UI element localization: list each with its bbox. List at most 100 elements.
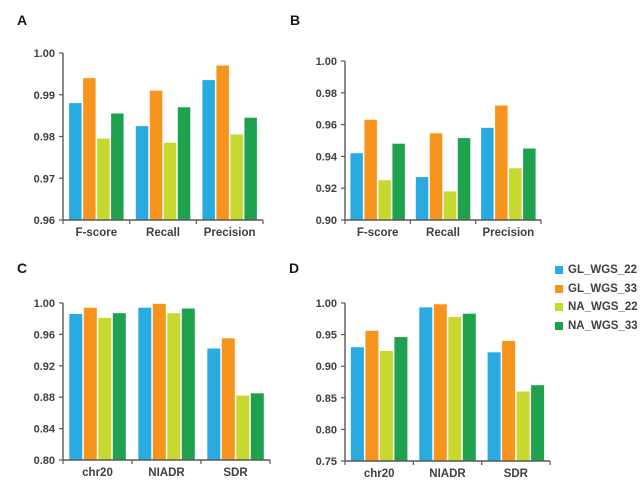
legend-item-na_wgs_22: NA_WGS_22 xyxy=(555,298,638,317)
bar-GL_WGS_33-SDR xyxy=(221,338,235,460)
bar-NA_WGS_22-chr20 xyxy=(98,317,112,460)
bar-GL_WGS_33-SDR xyxy=(502,340,516,461)
bar-GL_WGS_22-F-score xyxy=(350,153,363,220)
category-label: SDR xyxy=(504,468,529,480)
bar-GL_WGS_33-chr20 xyxy=(365,330,379,461)
bar-NA_WGS_33-NIADR xyxy=(181,308,195,460)
panel-label-a: A xyxy=(17,12,28,28)
bar-GL_WGS_33-F-score xyxy=(364,119,377,220)
category-label: Precision xyxy=(204,227,256,239)
y-tick-label: 0.94 xyxy=(316,151,338,163)
category-label: NIADR xyxy=(429,468,466,480)
category-label: Precision xyxy=(482,227,534,239)
category-label: NIADR xyxy=(148,467,185,479)
category-label: chr20 xyxy=(82,467,113,479)
bar-GL_WGS_22-NIADR xyxy=(138,307,152,460)
y-tick-label: 0.92 xyxy=(316,183,337,195)
y-tick-label: 0.92 xyxy=(34,361,55,373)
bar-NA_WGS_22-Recall xyxy=(443,191,457,220)
y-tick-label: 0.84 xyxy=(34,424,56,436)
y-tick-label: 0.99 xyxy=(34,90,55,102)
bar-NA_WGS_22-Precision xyxy=(230,134,243,220)
panel-label-b: B xyxy=(290,12,301,28)
chart-panel-b: 0.90 0.92 0.94 0.96 0.98 1.00 F-score Recall Pre… xyxy=(316,56,542,239)
legend-swatch-icon xyxy=(555,303,563,312)
y-tick-label: 0.85 xyxy=(316,393,337,405)
bar-GL_WGS_22-Precision xyxy=(481,127,494,220)
bar-NA_WGS_22-chr20 xyxy=(379,351,393,461)
category-label: SDR xyxy=(223,467,248,479)
y-tick-label: 0.98 xyxy=(34,132,55,144)
y-tick-label: 0.96 xyxy=(34,329,55,341)
bar-GL_WGS_22-NIADR xyxy=(419,307,433,461)
chart-panel-c: 0.80 0.84 0.88 0.92 0.96 1.00 chr20 NIADR SDR xyxy=(34,298,271,479)
bar-NA_WGS_33-SDR xyxy=(250,393,264,460)
bar-NA_WGS_33-Precision xyxy=(244,117,257,220)
chart-panel-a: 0.96 0.97 0.98 0.99 1.00 F-score Recall Precisi… xyxy=(34,48,264,239)
y-tick-label: 0.88 xyxy=(34,392,55,404)
y-tick-label: 0.95 xyxy=(316,330,337,342)
chart-legend: GL_WGS_22 GL_WGS_33 NA_WGS_22 NA_WGS_33 xyxy=(555,261,638,335)
bar-GL_WGS_33-NIADR xyxy=(152,303,166,460)
bar-NA_WGS_22-Precision xyxy=(509,168,522,220)
bar-NA_WGS_33-Recall xyxy=(457,138,471,220)
legend-swatch-icon xyxy=(555,284,563,293)
bar-GL_WGS_22-Recall xyxy=(135,126,149,220)
bar-GL_WGS_22-SDR xyxy=(207,348,221,460)
bar-GL_WGS_33-F-score xyxy=(83,78,96,220)
bar-NA_WGS_33-SDR xyxy=(531,385,545,461)
bar-NA_WGS_33-NIADR xyxy=(462,313,476,461)
category-label: F-score xyxy=(357,227,399,239)
y-tick-label: 1.00 xyxy=(34,48,55,60)
bar-GL_WGS_22-SDR xyxy=(487,352,501,461)
bar-NA_WGS_33-chr20 xyxy=(394,337,408,461)
chart-panel-d: 0.75 0.80 0.85 0.90 0.95 1.00 chr20 NIADR SDR xyxy=(316,298,551,480)
bar-NA_WGS_22-NIADR xyxy=(448,316,462,461)
y-tick-label: 0.96 xyxy=(316,120,337,132)
y-tick-label: 0.80 xyxy=(316,424,337,436)
bar-NA_WGS_33-F-score xyxy=(392,143,405,220)
legend-item-gl_wgs_22: GL_WGS_22 xyxy=(555,261,638,280)
legend-item-gl_wgs_33: GL_WGS_33 xyxy=(555,280,638,299)
legend-label: NA_WGS_33 xyxy=(568,319,638,332)
panel-label-d: D xyxy=(289,260,300,276)
category-label: chr20 xyxy=(364,468,395,480)
y-tick-label: 1.00 xyxy=(316,56,337,68)
bar-NA_WGS_22-Recall xyxy=(163,142,177,220)
y-tick-label: 0.90 xyxy=(316,361,337,373)
legend-label: GL_WGS_22 xyxy=(568,264,638,277)
bar-NA_WGS_22-SDR xyxy=(236,395,250,460)
bar-NA_WGS_22-NIADR xyxy=(167,313,181,460)
category-label: F-score xyxy=(76,227,118,239)
y-tick-label: 0.96 xyxy=(34,215,55,227)
bar-GL_WGS_22-F-score xyxy=(69,103,82,220)
bar-GL_WGS_33-Precision xyxy=(495,105,508,220)
y-tick-label: 0.98 xyxy=(316,88,337,100)
bar-NA_WGS_22-F-score xyxy=(97,138,110,220)
bar-NA_WGS_33-Precision xyxy=(523,148,536,220)
y-tick-label: 1.00 xyxy=(316,298,337,310)
legend-swatch-icon xyxy=(555,321,563,330)
y-tick-label: 0.90 xyxy=(316,215,337,227)
bar-GL_WGS_33-Recall xyxy=(149,90,163,220)
legend-label: GL_WGS_33 xyxy=(568,282,638,295)
bar-NA_WGS_33-F-score xyxy=(111,113,124,220)
bar-GL_WGS_22-Recall xyxy=(415,177,429,220)
legend-swatch-icon xyxy=(555,266,563,275)
category-label: Recall xyxy=(426,227,460,239)
category-label: Recall xyxy=(146,227,180,239)
bar-GL_WGS_22-chr20 xyxy=(69,314,83,460)
bar-GL_WGS_33-Precision xyxy=(216,65,229,220)
y-tick-label: 0.80 xyxy=(34,455,55,467)
bar-GL_WGS_22-Precision xyxy=(202,80,215,220)
y-tick-label: 0.75 xyxy=(316,456,337,468)
legend-label: NA_WGS_22 xyxy=(568,301,638,314)
y-tick-label: 0.97 xyxy=(34,173,55,185)
panel-label-c: C xyxy=(17,260,28,276)
bar-NA_WGS_22-F-score xyxy=(378,180,391,220)
bar-GL_WGS_22-chr20 xyxy=(350,347,364,461)
y-tick-label: 1.00 xyxy=(34,298,55,310)
bar-GL_WGS_33-NIADR xyxy=(433,304,447,461)
